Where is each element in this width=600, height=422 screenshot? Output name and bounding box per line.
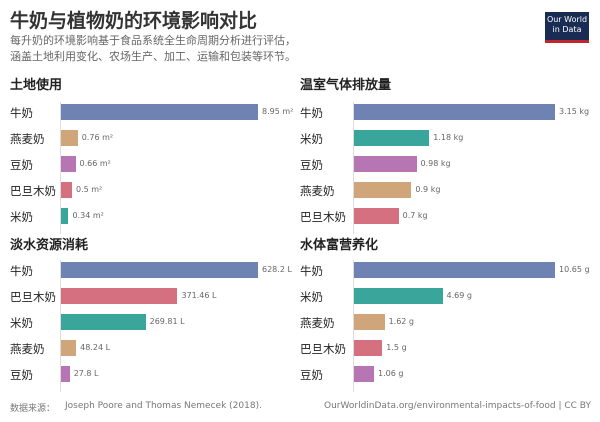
bar [61, 156, 76, 172]
bar [354, 262, 555, 278]
bar [354, 182, 412, 198]
footer-url[interactable]: OurWorldinData.org/environmental-impacts… [324, 401, 591, 411]
category-label: 豆奶 [300, 158, 323, 172]
value-label: 0.98 kg [420, 159, 451, 168]
value-label: 371.46 L [181, 291, 217, 300]
bar [354, 130, 430, 146]
category-label: 豆奶 [10, 158, 33, 172]
axis-line [353, 102, 354, 234]
axis-line [353, 260, 354, 392]
value-label: 0.7 kg [402, 211, 428, 220]
category-label: 牛奶 [10, 106, 33, 120]
bar [61, 182, 72, 198]
value-label: 628.2 L [262, 265, 292, 274]
category-label: 巴旦木奶 [10, 290, 56, 304]
chart-title: 牛奶与植物奶的环境影响对比 [10, 10, 258, 32]
panel-title: 水体富营养化 [300, 238, 379, 253]
value-label: 1.62 g [388, 317, 414, 326]
value-label: 48.24 L [80, 343, 111, 352]
value-label: 0.5 m² [76, 185, 103, 194]
category-label: 巴旦木奶 [10, 184, 56, 198]
category-label: 米奶 [10, 316, 33, 330]
panel-title: 淡水资源消耗 [10, 238, 89, 253]
value-label: 1.5 g [386, 343, 407, 352]
category-label: 巴旦木奶 [300, 342, 346, 356]
owid-logo[interactable]: Our World in Data [545, 12, 589, 43]
bar [354, 340, 383, 356]
value-label: 27.8 L [73, 369, 99, 378]
category-label: 豆奶 [300, 368, 323, 382]
category-label: 巴旦木奶 [300, 210, 346, 224]
bar [354, 104, 555, 120]
value-label: 0.76 m² [81, 133, 114, 142]
category-label: 米奶 [10, 210, 33, 224]
panel-title: 温室气体排放量 [300, 78, 392, 93]
category-label: 牛奶 [300, 106, 323, 120]
category-label: 燕麦奶 [300, 184, 335, 198]
bar [354, 314, 385, 330]
category-label: 燕麦奶 [10, 342, 45, 356]
bar [354, 366, 374, 382]
bar [61, 104, 258, 120]
bar [61, 366, 70, 382]
bar [354, 288, 443, 304]
category-label: 牛奶 [300, 264, 323, 278]
bar [61, 130, 78, 146]
bar [61, 288, 178, 304]
category-label: 燕麦奶 [300, 316, 335, 330]
value-label: 0.66 m² [79, 159, 111, 168]
category-label: 豆奶 [10, 368, 33, 382]
source-text: Joseph Poore and Thomas Nemecek (2018). [65, 401, 262, 411]
bar [61, 208, 69, 224]
category-label: 米奶 [300, 132, 323, 146]
bar [61, 262, 258, 278]
value-label: 1.18 kg [433, 133, 464, 142]
value-label: 0.34 m² [72, 211, 104, 220]
value-label: 10.65 g [559, 265, 590, 274]
bar [354, 208, 399, 224]
value-label: 269.81 L [149, 317, 185, 326]
value-label: 8.95 m² [262, 107, 294, 116]
value-label: 3.15 kg [559, 107, 590, 116]
subtitle-line: 涵盖土地利用变化、农场生产、加工、运输和包装等环节。 [10, 50, 296, 63]
value-label: 0.9 kg [415, 185, 441, 194]
category-label: 米奶 [300, 290, 323, 304]
source-label: 数据来源： [10, 404, 56, 414]
bar [354, 156, 417, 172]
axis-line [60, 102, 61, 234]
axis-line [60, 260, 61, 392]
value-label: 4.69 g [446, 291, 472, 300]
chart-subtitle: 每升奶的环境影响基于食品系统全生命周期分析进行评估， 涵盖土地利用变化、农场生产… [10, 33, 296, 65]
bar [61, 314, 146, 330]
panel-title: 土地使用 [10, 78, 63, 93]
category-label: 牛奶 [10, 264, 33, 278]
category-label: 燕麦奶 [10, 132, 45, 146]
value-label: 1.06 g [378, 369, 404, 378]
bar [61, 340, 77, 356]
subtitle-line: 每升奶的环境影响基于食品系统全生命周期分析进行评估， [10, 34, 296, 47]
